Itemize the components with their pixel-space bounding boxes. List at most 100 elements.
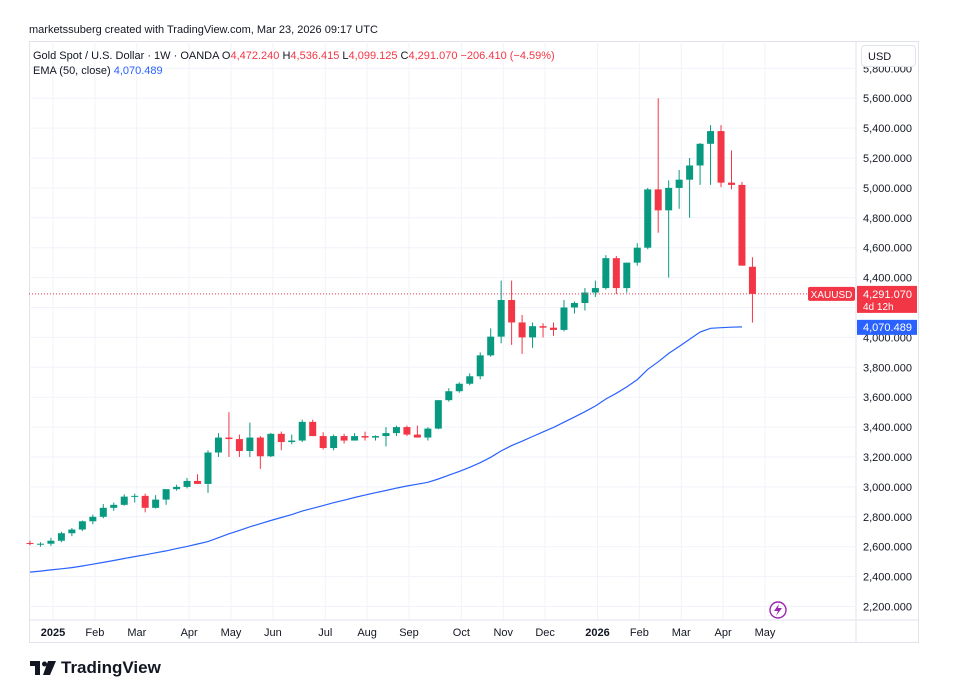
candle-body xyxy=(162,489,170,500)
chart-credit: marketssuberg created with TradingView.c… xyxy=(29,24,378,36)
currency-button[interactable]: USD xyxy=(861,45,916,67)
ema-layer xyxy=(29,326,743,573)
candle xyxy=(455,382,463,393)
candle xyxy=(466,373,474,386)
candle-body xyxy=(152,499,160,508)
y-tick-label: 5,000.000 xyxy=(863,183,912,195)
candle-body xyxy=(529,326,537,338)
tradingview-logo-icon xyxy=(30,661,56,675)
candle xyxy=(497,280,505,344)
y-tick-label: 3,600.000 xyxy=(863,392,912,404)
candle xyxy=(727,150,735,190)
candle-body xyxy=(256,437,264,457)
candle-body xyxy=(696,143,704,166)
candle xyxy=(183,477,191,489)
candle-body xyxy=(99,507,107,517)
candle-body xyxy=(277,433,285,443)
axis-layer: 2,200.000 2,400.000 2,600.000 2,800.000 3,00… xyxy=(29,41,919,643)
candle-body xyxy=(487,336,495,356)
candle xyxy=(696,143,704,185)
candle xyxy=(120,494,128,506)
candle-body xyxy=(748,266,756,294)
close-value: 4,291.070 xyxy=(408,50,458,62)
candle xyxy=(319,432,327,450)
candle xyxy=(581,288,589,311)
candle-body xyxy=(539,326,547,328)
candle-body xyxy=(47,540,55,544)
candle-body xyxy=(717,131,725,183)
x-tick-label: Nov xyxy=(493,627,513,639)
candle xyxy=(476,352,484,380)
candle xyxy=(529,322,537,348)
candle xyxy=(550,322,557,336)
price-tag-value: 4,291.070 xyxy=(863,289,912,301)
candle-body xyxy=(434,400,442,429)
candle-body xyxy=(309,421,317,437)
symbol-name: Gold Spot / U.S. Dollar · 1W · OANDA xyxy=(33,50,219,62)
candle xyxy=(591,280,599,298)
candle-body xyxy=(476,355,484,377)
candle xyxy=(392,425,400,437)
candle xyxy=(36,542,44,547)
candle-body xyxy=(550,327,557,330)
x-tick-label: Dec xyxy=(535,627,555,639)
candle-body xyxy=(392,427,400,434)
low-value: 4,099.125 xyxy=(348,50,398,62)
candle xyxy=(707,125,715,185)
ema-tag-bg xyxy=(857,319,917,335)
x-tick-label: Apr xyxy=(181,627,198,639)
ema-value: 4,070.489 xyxy=(113,65,163,77)
candle xyxy=(372,435,380,441)
x-tick-label: Apr xyxy=(715,627,732,639)
candle xyxy=(204,450,212,493)
candle-body xyxy=(89,516,97,522)
candle xyxy=(246,422,254,457)
ema-legend-row[interactable]: EMA (50, close) 4,070.489 xyxy=(33,64,555,79)
lightning-icon xyxy=(769,601,787,619)
candle xyxy=(225,412,233,457)
x-tick-label: Feb xyxy=(85,627,104,639)
candle-body xyxy=(26,542,34,544)
x-tick-label: Mar xyxy=(127,627,146,639)
symbol-tag-bg xyxy=(808,286,855,301)
candle xyxy=(298,419,306,443)
x-tick-label: Oct xyxy=(453,627,470,639)
candle-body xyxy=(497,300,505,337)
candle-body xyxy=(508,300,516,323)
candle xyxy=(487,328,495,357)
y-tick-label: 4,400.000 xyxy=(863,273,912,285)
candle-body xyxy=(298,421,306,441)
candle-body xyxy=(591,288,599,293)
candle-body xyxy=(246,437,254,452)
y-tick-label: 2,200.000 xyxy=(863,602,912,614)
y-tick-label: 5,600.000 xyxy=(863,93,912,105)
low-label: L xyxy=(342,50,349,62)
candle-body xyxy=(466,376,474,384)
candle-body xyxy=(633,247,641,263)
lightning-icon-ring xyxy=(769,601,787,619)
candle-body xyxy=(131,495,139,497)
price-tag-bg xyxy=(857,285,917,313)
candle xyxy=(309,419,317,437)
candle-body xyxy=(267,433,275,457)
y-tick-label: 3,000.000 xyxy=(863,482,912,494)
candle xyxy=(267,433,275,457)
candle-body xyxy=(120,496,128,505)
candle xyxy=(57,531,65,543)
high-value: 4,536.415 xyxy=(290,50,340,62)
candle-body xyxy=(194,480,202,484)
candle xyxy=(403,425,411,437)
candle-body xyxy=(686,165,694,180)
candle xyxy=(434,400,442,430)
candle-body xyxy=(518,322,526,338)
candle-body xyxy=(235,439,243,452)
symbol-legend-row[interactable]: Gold Spot / U.S. Dollar · 1W · OANDA O4,… xyxy=(33,49,555,64)
x-tick-label: Sep xyxy=(399,627,419,639)
candle xyxy=(738,181,746,266)
candle-body xyxy=(707,131,715,144)
tradingview-logo[interactable]: TradingView xyxy=(30,658,161,678)
candle-body xyxy=(612,258,620,289)
close-label: C xyxy=(400,50,409,62)
